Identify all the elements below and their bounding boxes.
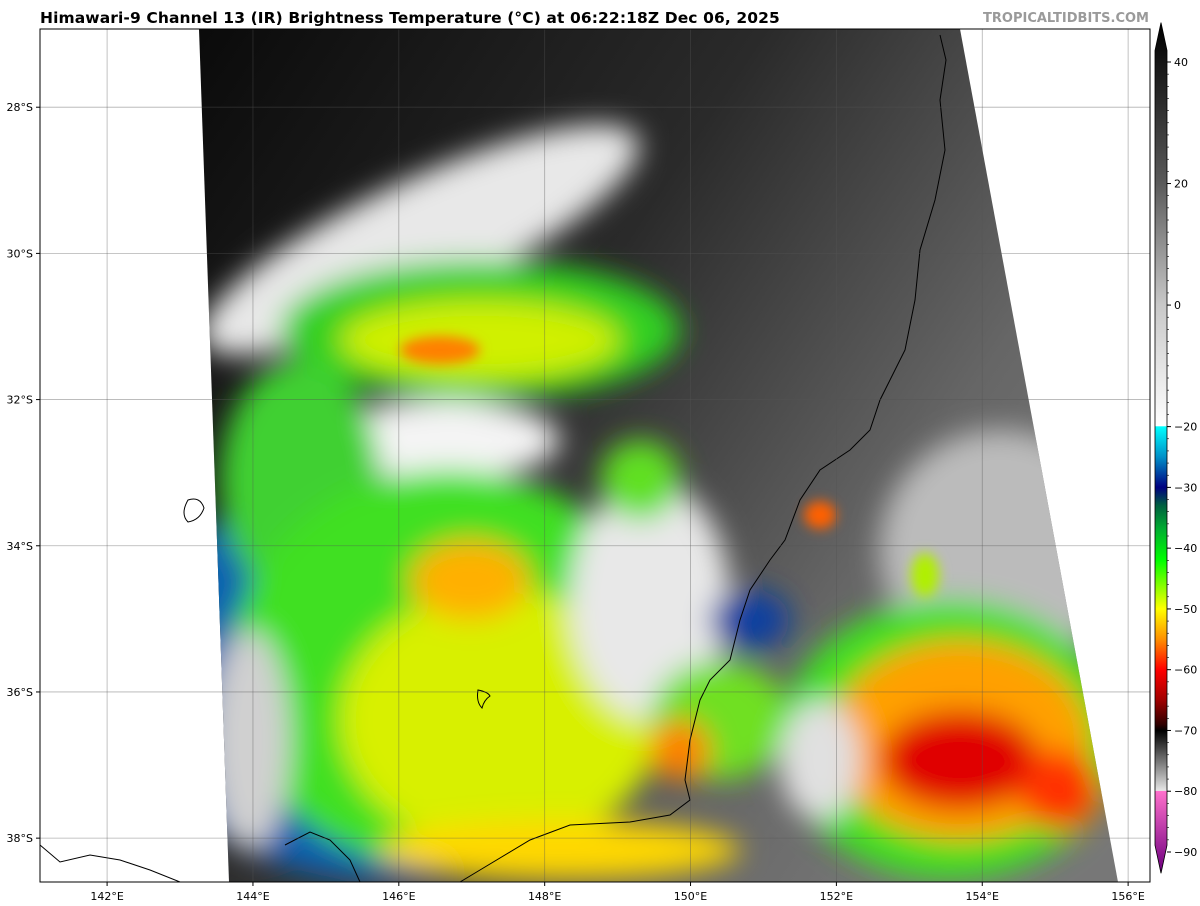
lat-tick-label: 36°S <box>7 686 33 699</box>
colorbar-tick-label: −90 <box>1174 846 1197 859</box>
colorbar: 40 20 0 −20 −30 −40 −50 −60 −70 −80 −90 <box>1154 22 1197 874</box>
lon-tick-label: 142°E <box>90 890 123 903</box>
map-frame <box>39 28 1151 883</box>
colorbar-tick-label: −50 <box>1174 603 1197 616</box>
lon-tick-label: 150°E <box>674 890 707 903</box>
lon-tick-label: 146°E <box>382 890 415 903</box>
lat-tick-label: 34°S <box>7 540 33 553</box>
colorbar-tick-label: −60 <box>1174 664 1197 677</box>
lon-tick-label: 144°E <box>236 890 269 903</box>
coastline <box>40 34 947 882</box>
colorbar-tick-label: −40 <box>1174 542 1197 555</box>
brand-watermark: TROPICALTIDBITS.COM <box>983 11 1149 26</box>
imagery-swath <box>199 29 1118 882</box>
lat-tick-label: 28°S <box>7 101 33 114</box>
colorbar-tick-label: 0 <box>1174 299 1181 312</box>
lon-tick-label: 152°E <box>820 890 853 903</box>
colorbar-tick-label: −30 <box>1174 481 1197 494</box>
colorbar-tick-label: 40 <box>1174 56 1188 69</box>
colorbar-tick-label: −20 <box>1174 421 1197 434</box>
lat-tick-label: 30°S <box>7 247 33 260</box>
lon-tick-label: 156°E <box>1111 890 1144 903</box>
lat-tick-label: 38°S <box>7 832 33 845</box>
colorbar-ramp <box>1154 22 1168 874</box>
lon-tick-label: 154°E <box>966 890 999 903</box>
colorbar-tick-label: −70 <box>1174 724 1197 737</box>
colorbar-tick-label: −80 <box>1174 785 1197 798</box>
chart-title: Himawari-9 Channel 13 (IR) Brightness Te… <box>40 9 780 27</box>
lon-tick-label: 148°E <box>528 890 561 903</box>
lat-tick-label: 32°S <box>7 394 33 407</box>
graticule <box>40 29 1150 882</box>
colorbar-tick-label: 20 <box>1174 178 1188 191</box>
